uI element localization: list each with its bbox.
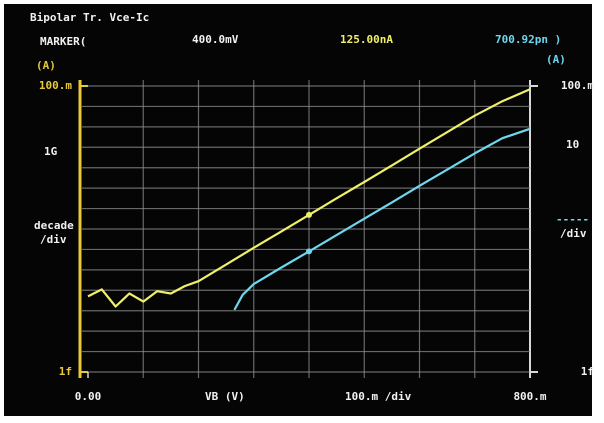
y2-scale-label: /div bbox=[560, 227, 587, 240]
marker-dot bbox=[306, 212, 312, 218]
y-tick-label: 1f bbox=[59, 365, 72, 378]
y-extra-label: 1G bbox=[44, 145, 58, 158]
marker-y: 125.00nA bbox=[340, 33, 393, 46]
chart: Bipolar Tr. Vce-Ic MARKER( 400.0mV 125.0… bbox=[0, 0, 604, 423]
marker-label: MARKER( bbox=[40, 35, 86, 48]
y2-unit: (A) bbox=[546, 53, 566, 66]
y2-extra-label: 10 bbox=[566, 138, 579, 151]
y-tick-label: 100.m bbox=[39, 79, 72, 92]
page: {"chart_data": { "type": "line", "title"… bbox=[0, 0, 604, 423]
y-scale-label: /div bbox=[40, 233, 67, 246]
y2-tick-label: 100.m bbox=[561, 79, 594, 92]
marker-y2: 700.92pn ) bbox=[495, 33, 561, 46]
x-tick-label: 0.00 bbox=[75, 390, 102, 403]
y-unit: (A) bbox=[36, 59, 56, 72]
marker-dot bbox=[306, 248, 312, 254]
marker-x: 400.0mV bbox=[192, 33, 239, 46]
x-scale-label: 100.m /div bbox=[345, 390, 412, 403]
x-tick-label: 800.m bbox=[513, 390, 546, 403]
y-scale-label: decade bbox=[34, 219, 74, 232]
chart-title: Bipolar Tr. Vce-Ic bbox=[30, 11, 149, 24]
x-axis-label: VB (V) bbox=[205, 390, 245, 403]
y2-scale-label: ----- bbox=[556, 213, 589, 226]
y2-tick-label: 1f bbox=[581, 365, 594, 378]
screen bbox=[4, 4, 592, 416]
